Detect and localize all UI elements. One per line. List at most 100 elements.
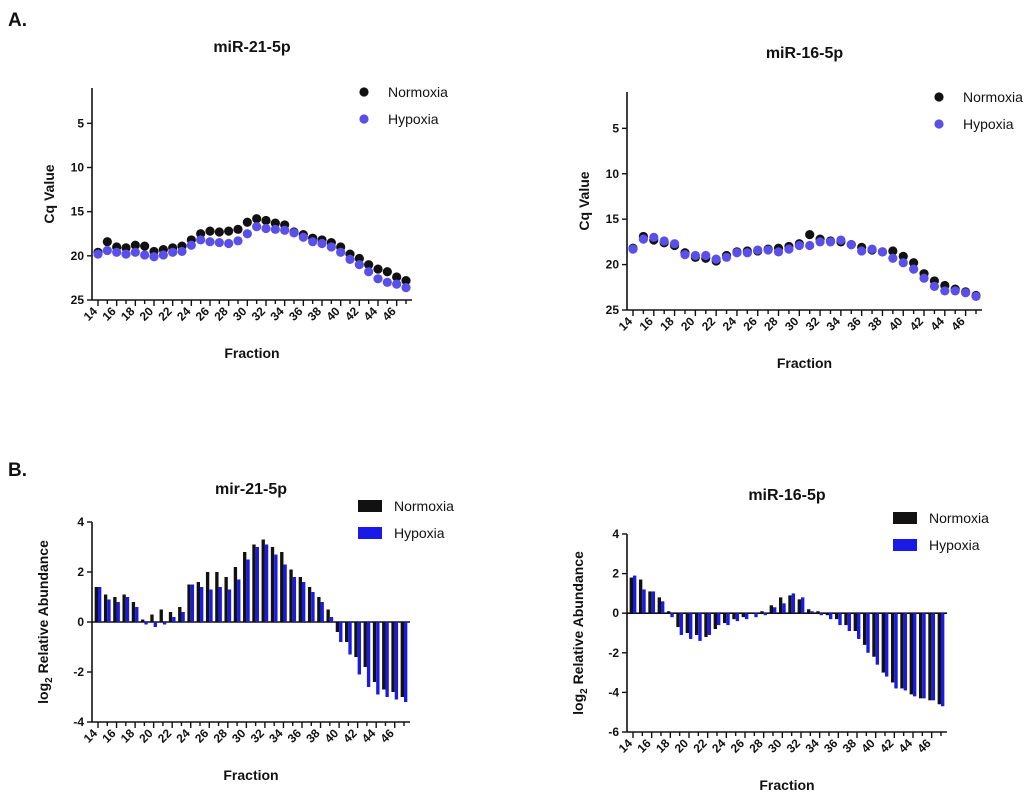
bar-normoxia (103, 594, 108, 622)
point-hypoxia (280, 225, 290, 235)
bar-hypoxia (866, 613, 870, 653)
x-tick-label: 38 (305, 304, 325, 324)
point-hypoxia (857, 246, 867, 256)
x-tick-label: 32 (248, 726, 268, 746)
point-hypoxia (345, 254, 355, 264)
x-tick-label: 46 (378, 726, 398, 746)
legend-marker-hypoxia (358, 527, 382, 539)
x-tick-label: 16 (99, 726, 119, 746)
x-tick-label: 22 (155, 304, 175, 324)
x-tick-label: 24 (174, 304, 194, 324)
y-tick-label: 15 (71, 205, 85, 219)
point-hypoxia (867, 244, 877, 254)
x-tick-label: 18 (657, 314, 677, 334)
bar-hypoxia (735, 613, 740, 622)
x-tick-label: 38 (840, 736, 860, 756)
x-tick-label: 40 (322, 726, 342, 746)
y-axis-title-subscript: 2 (579, 688, 590, 694)
x-tick-label: 34 (267, 304, 287, 324)
y-tick-label: 10 (606, 167, 620, 181)
bar-hypoxia (903, 613, 908, 691)
y-tick-label: -2 (73, 665, 84, 679)
point-hypoxia (252, 222, 262, 232)
y-axis-title: Cq Value (576, 171, 592, 230)
x-tick-label: 22 (155, 726, 175, 746)
bar-normoxia (307, 587, 312, 622)
point-hypoxia (354, 260, 364, 270)
x-tick-label: 44 (896, 736, 916, 756)
x-tick-label: 30 (782, 314, 802, 334)
panel-label-a: A. (8, 10, 27, 31)
point-hypoxia (929, 281, 940, 291)
bar-hypoxia (153, 622, 157, 627)
x-tick-label: 30 (229, 726, 249, 746)
x-tick-label: 20 (678, 314, 698, 334)
bar-normoxia (354, 622, 358, 657)
bar-hypoxia (875, 613, 880, 665)
bar-normoxia (372, 622, 377, 682)
x-tick-label: 42 (877, 736, 897, 756)
panel-label-b: B. (8, 460, 27, 481)
bar-normoxia (205, 572, 210, 622)
x-tick-label: 16 (637, 314, 657, 334)
legend: Normoxia Hypoxia (934, 89, 1023, 132)
series-normoxia (94, 539, 404, 697)
point-hypoxia (638, 234, 648, 244)
bar-hypoxia (394, 622, 399, 700)
legend-label-normoxia: Normoxia (929, 510, 989, 526)
point-hypoxia (102, 245, 112, 256)
point-hypoxia (773, 247, 784, 257)
bar-normoxia (918, 613, 923, 699)
bar-hypoxia (357, 622, 361, 675)
point-normoxia (401, 275, 411, 286)
bar-normoxia (400, 622, 404, 697)
legend-marker-normoxia (893, 512, 917, 524)
bar-normoxia (178, 607, 182, 622)
legend-marker-hypoxia (359, 114, 369, 124)
y-axis-title: log2 Relative Abundance (35, 540, 55, 704)
point-hypoxia (940, 286, 950, 296)
bar-hypoxia (922, 613, 926, 699)
bar-hypoxia (838, 613, 842, 626)
bar-normoxia (732, 613, 736, 620)
bar-normoxia (900, 613, 904, 689)
y-tick-label: 20 (606, 258, 620, 272)
y-tick-label: 0 (77, 615, 84, 629)
x-tick-label: 18 (118, 726, 138, 746)
point-hypoxia (93, 249, 103, 259)
point-normoxia (242, 217, 252, 227)
point-hypoxia (971, 291, 981, 301)
y-tick-label: -2 (608, 646, 619, 660)
bar-hypoxia (810, 611, 814, 614)
series-normoxia (628, 230, 981, 301)
x-tick-label: 38 (865, 314, 885, 334)
y-tick-label: 2 (612, 567, 619, 581)
point-normoxia (214, 227, 224, 237)
bar-hypoxia (320, 602, 324, 622)
bar-hypoxia (847, 613, 852, 632)
point-hypoxia (326, 242, 336, 252)
x-tick-label: 32 (803, 314, 823, 334)
point-normoxia (102, 237, 112, 247)
x-tick-label: 26 (192, 726, 212, 746)
legend: Normoxia Hypoxia (893, 510, 989, 553)
x-tick-label: 16 (634, 736, 654, 756)
bar-normoxia (834, 613, 839, 620)
bar-hypoxia (773, 607, 777, 614)
bar-hypoxia (857, 613, 861, 639)
x-tick-label: 42 (340, 726, 360, 746)
x-tick-label: 30 (765, 736, 785, 756)
point-hypoxia (680, 249, 690, 260)
bar-hypoxia (754, 613, 758, 618)
bar-normoxia (638, 579, 643, 614)
bar-hypoxia (707, 613, 712, 635)
legend-label-normoxia: Normoxia (394, 498, 454, 514)
point-hypoxia (186, 240, 196, 250)
point-normoxia (261, 215, 271, 226)
x-tick-label: 40 (323, 304, 343, 324)
bar-hypoxia (941, 613, 945, 707)
point-hypoxia (140, 250, 150, 260)
bar-hypoxia (98, 587, 102, 622)
point-hypoxia (909, 264, 919, 274)
